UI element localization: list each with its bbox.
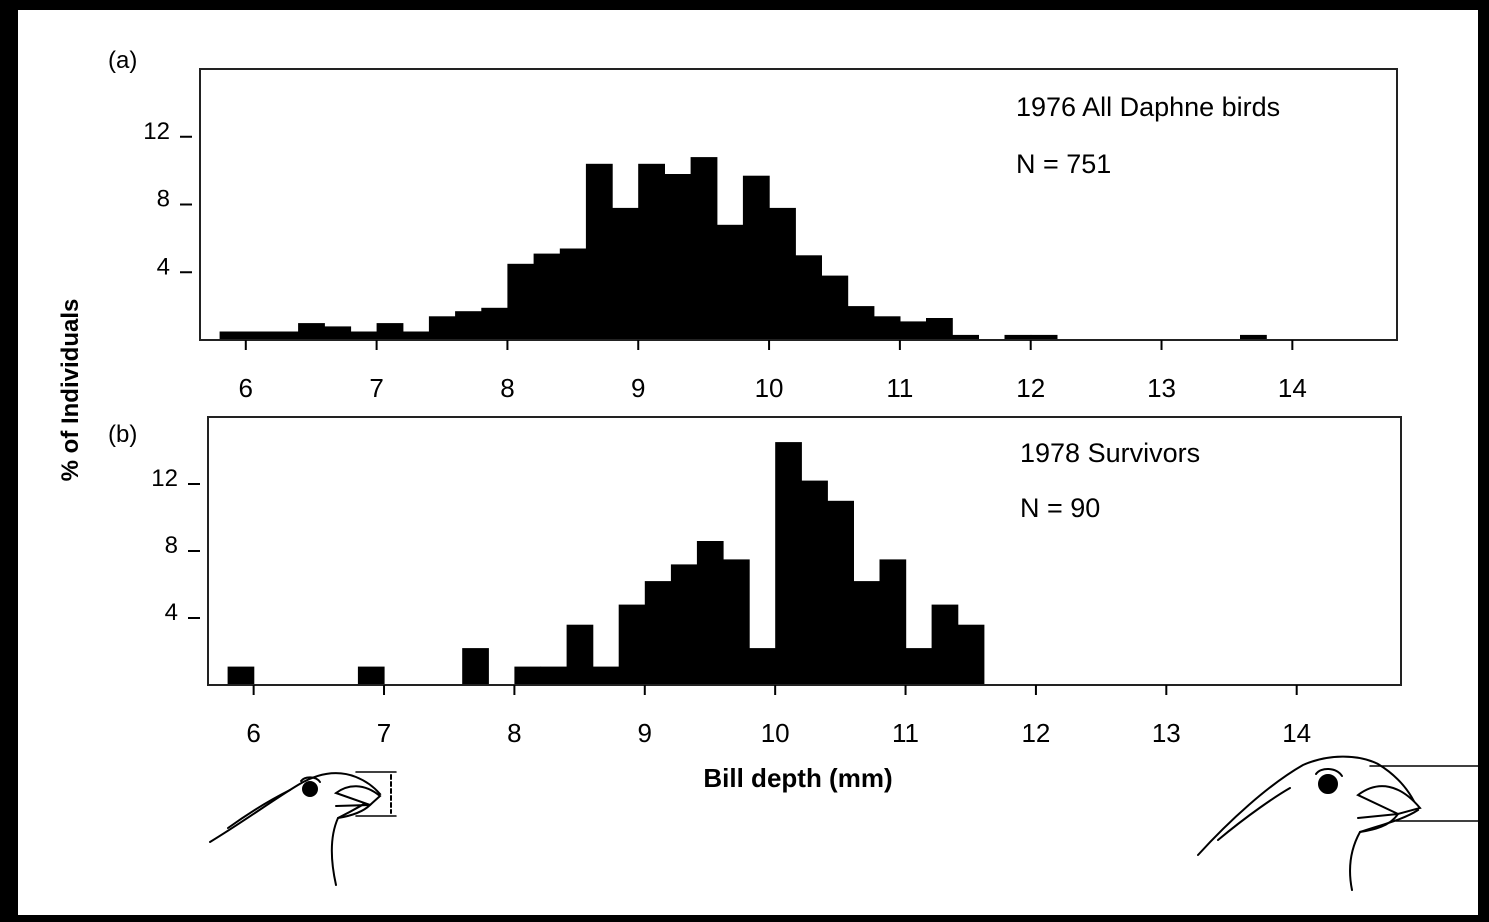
histogram-bar [462, 648, 489, 685]
histogram-bar [931, 604, 959, 685]
histogram-bar [853, 581, 881, 685]
histogram-bar [376, 323, 404, 340]
histogram-bar [533, 253, 561, 340]
histogram-bar [847, 306, 875, 340]
histogram-bar [664, 174, 692, 340]
x-tick-label: 14 [1282, 718, 1311, 748]
x-tick-label: 12 [1016, 373, 1045, 403]
histogram-bar [507, 263, 535, 340]
histogram-bar [769, 207, 796, 340]
histogram-bar [723, 559, 750, 685]
large-bill-finch-head-icon [1197, 755, 1478, 891]
x-tick-label: 11 [886, 373, 913, 403]
histogram-bar [795, 255, 822, 340]
histogram-bar [670, 564, 698, 685]
histogram-bar [821, 275, 849, 340]
histogram-bar [1030, 334, 1058, 340]
histogram-panel: 6 7 8 9 10 11 12 13 14 4 8 12 (b) 1978 Survivors N = 9… [108, 416, 1402, 748]
histogram-bar [690, 157, 718, 340]
y-tick-label: 12 [143, 118, 170, 145]
histogram-bar [514, 666, 542, 685]
histogram-bar [873, 316, 901, 340]
histogram-bar [245, 331, 273, 340]
histogram-bar [749, 648, 776, 685]
histogram-bar [592, 666, 620, 685]
histogram-bar [827, 500, 854, 686]
x-tick-label: 9 [638, 718, 652, 748]
x-tick-label: 8 [500, 373, 514, 403]
x-tick-label: 14 [1278, 373, 1307, 403]
x-tick-label: 13 [1147, 373, 1176, 403]
y-axis-label: % of Individuals [57, 299, 84, 482]
panel-label: (a) [108, 47, 137, 74]
x-tick-label: 7 [377, 718, 391, 748]
histogram-bar [716, 224, 744, 340]
x-tick-label: 6 [239, 373, 253, 403]
y-tick-label: 12 [151, 465, 178, 492]
plot-frame [199, 68, 1398, 341]
histogram-bar [455, 311, 482, 340]
histogram-bar [644, 581, 672, 685]
histogram-bar [272, 331, 299, 340]
histogram-bar [1240, 334, 1267, 340]
histogram-bar [926, 318, 953, 340]
histogram-bar [566, 624, 594, 685]
histogram-bar [879, 559, 907, 685]
y-tick-label: 4 [165, 599, 178, 626]
figure-page: 6 7 8 9 10 11 12 13 14 4 8 12 (a) 1976 All Daphne bir… [18, 10, 1478, 915]
legend-title: 1978 Survivors [1020, 438, 1200, 468]
histogram-bar [899, 321, 927, 340]
legend-sample-size: N = 751 [1016, 149, 1111, 179]
histogram-bar [905, 648, 933, 685]
legend-title: 1976 All Daphne birds [1016, 92, 1280, 122]
histogram-bar [298, 323, 325, 340]
histogram-bar [696, 541, 724, 685]
panel-label: (b) [108, 421, 137, 448]
x-tick-label: 6 [246, 718, 260, 748]
x-tick-label: 11 [892, 718, 919, 748]
x-tick-label: 7 [369, 373, 383, 403]
histogram-bar [638, 163, 665, 340]
y-tick-label: 8 [165, 532, 178, 559]
histogram-bar [540, 666, 568, 685]
histogram-bar [801, 480, 828, 685]
histogram-bar [1004, 334, 1032, 340]
histogram-bar [612, 207, 639, 340]
histogram-bar [742, 175, 770, 340]
histogram-panel: 6 7 8 9 10 11 12 13 14 4 8 12 (a) 1976 All Daphne bir… [108, 47, 1398, 403]
histogram-bar [775, 442, 802, 685]
y-tick-label: 8 [157, 186, 170, 213]
histogram-bar [324, 326, 352, 340]
x-tick-label: 10 [755, 373, 784, 403]
x-tick-label: 13 [1152, 718, 1181, 748]
histogram-bar [219, 331, 247, 340]
histogram-bar [585, 163, 613, 340]
legend-sample-size: N = 90 [1020, 493, 1100, 523]
x-tick-label: 8 [507, 718, 521, 748]
x-tick-label: 10 [761, 718, 790, 748]
x-tick-label: 12 [1021, 718, 1050, 748]
histogram-figure: 6 7 8 9 10 11 12 13 14 4 8 12 (a) 1976 All Daphne bir… [57, 47, 1478, 891]
plot-frame [207, 416, 1402, 686]
histogram-bar [559, 248, 587, 340]
histogram-bar [952, 334, 979, 340]
y-tick-label: 4 [157, 253, 170, 280]
histogram-bar [350, 331, 378, 340]
histogram-bar [618, 604, 646, 685]
small-bill-finch-head-icon [209, 771, 397, 886]
histogram-bar [357, 666, 385, 685]
x-tick-label: 9 [631, 373, 645, 403]
histogram-bar [481, 307, 509, 340]
histogram-bar [227, 666, 255, 685]
x-axis-label: Bill depth (mm) [703, 763, 892, 793]
histogram-bar [428, 316, 456, 340]
histogram-bar [402, 331, 430, 340]
histogram-bar [957, 624, 985, 685]
